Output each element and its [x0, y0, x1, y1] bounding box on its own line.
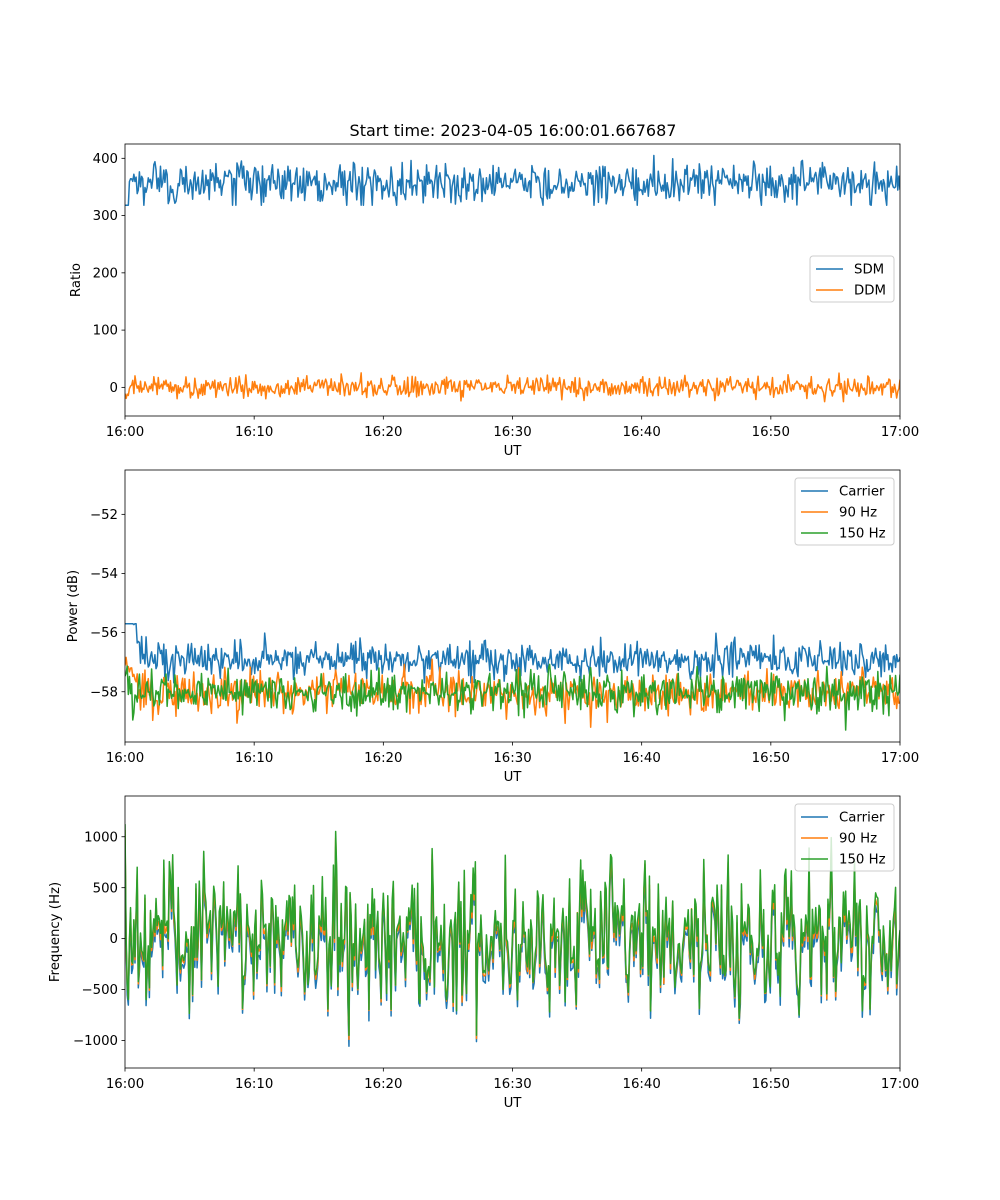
- x-tick-label: 17:00: [881, 425, 919, 440]
- legend: Carrier 90 Hz 150 Hz: [794, 477, 895, 546]
- x-tick-label: 16:50: [752, 751, 790, 766]
- legend: SDM DDM: [809, 255, 895, 303]
- series-line-150-hz: [125, 663, 900, 731]
- y-tick-label: −52: [90, 508, 118, 523]
- x-tick-label: 16:30: [493, 425, 531, 440]
- x-tick-label: 16:10: [235, 425, 273, 440]
- series-line-ddm: [125, 372, 900, 403]
- y-axis-label: Power (dB): [66, 570, 81, 642]
- y-tick-label: −54: [90, 567, 118, 582]
- x-tick-label: 16:40: [623, 1077, 661, 1092]
- y-tick-label: 300: [93, 209, 118, 224]
- y-tick-label: 0: [110, 381, 118, 396]
- chart-panel-1: 16:00 16:10 16:20 16:30 16:40 16:50 17:00 0 100 2…: [69, 143, 919, 459]
- legend-label: DDM: [854, 284, 886, 299]
- y-tick-label: 100: [93, 324, 118, 339]
- y-axis-label: Frequency (Hz): [48, 882, 63, 982]
- legend: Carrier 90 Hz 150 Hz: [794, 803, 895, 872]
- legend-label: 150 Hz: [839, 527, 886, 542]
- legend-label: Carrier: [839, 485, 885, 500]
- x-tick-label: 16:10: [235, 1077, 273, 1092]
- y-tick-label: −56: [90, 626, 118, 641]
- series-line-sdm: [125, 154, 900, 207]
- x-tick-label: 16:00: [106, 425, 144, 440]
- x-tick-label: 16:40: [623, 751, 661, 766]
- chart-panel-3: 16:00 16:10 16:20 16:30 16:40 16:50 17:00 −1000…: [48, 795, 919, 1111]
- series-line-carrier: [125, 622, 900, 684]
- legend-label: 150 Hz: [839, 853, 886, 868]
- figure-title: Start time: 2023-04-05 16:00:01.667687: [350, 121, 677, 140]
- x-tick-label: 16:20: [364, 751, 402, 766]
- series-line-150-hz: [125, 824, 900, 1037]
- legend-label: 90 Hz: [839, 832, 877, 847]
- chart-panel-2: 16:00 16:10 16:20 16:30 16:40 16:50 17:00 −58 −5…: [66, 469, 919, 785]
- x-tick-label: 16:50: [752, 1077, 790, 1092]
- legend-box: [794, 477, 895, 546]
- y-tick-label: 500: [93, 881, 118, 896]
- x-tick-label: 16:30: [493, 1077, 531, 1092]
- x-tick-label: 17:00: [881, 1077, 919, 1092]
- x-tick-label: 16:30: [493, 751, 531, 766]
- x-tick-label: 16:20: [364, 425, 402, 440]
- x-axis-label: UT: [504, 1096, 523, 1111]
- x-axis-label: UT: [504, 444, 523, 459]
- y-tick-label: 1000: [84, 830, 118, 845]
- x-tick-label: 17:00: [881, 751, 919, 766]
- x-tick-label: 16:00: [106, 751, 144, 766]
- legend-label: 90 Hz: [839, 506, 877, 521]
- legend-label: SDM: [854, 263, 884, 278]
- x-tick-label: 16:40: [623, 425, 661, 440]
- y-tick-label: 0: [110, 932, 118, 947]
- x-tick-label: 16:20: [364, 1077, 402, 1092]
- x-axis-label: UT: [504, 770, 523, 785]
- x-tick-label: 16:10: [235, 751, 273, 766]
- x-tick-label: 16:50: [752, 425, 790, 440]
- y-tick-label: −1000: [73, 1034, 118, 1049]
- legend-label: Carrier: [839, 811, 885, 826]
- y-tick-label: 200: [93, 266, 118, 281]
- legend-box: [794, 803, 895, 872]
- y-tick-label: −58: [90, 685, 118, 700]
- y-axis-label: Ratio: [69, 263, 84, 297]
- y-tick-label: 400: [93, 152, 118, 167]
- x-tick-label: 16:00: [106, 1077, 144, 1092]
- y-tick-label: −500: [81, 983, 118, 998]
